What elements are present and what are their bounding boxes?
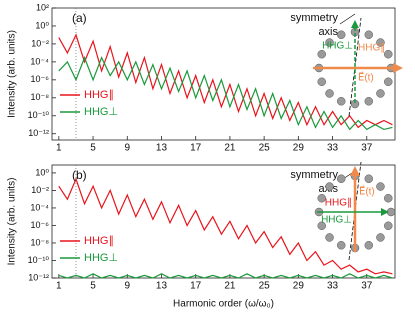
inset-label: HHG⊥ [321, 215, 352, 226]
panel-label: (b) [72, 168, 87, 182]
atom [384, 221, 393, 231]
y-axis-title: Intensity (arb. units) [7, 30, 18, 118]
x-axis-title: Harmonic order (ω/ω₀) [173, 299, 274, 310]
series-line [58, 177, 393, 275]
atom [364, 30, 374, 39]
atom [325, 233, 334, 242]
y-tick-label: 10⁻² [31, 185, 49, 195]
atom [364, 174, 374, 183]
atom [364, 97, 374, 106]
y-tick-label: 10⁻⁶ [31, 220, 50, 230]
x-tick-label: 21 [224, 281, 236, 292]
x-tick-label: 9 [124, 281, 130, 292]
x-tick-label: 25 [259, 281, 271, 292]
atom [325, 182, 334, 191]
y-tick-label: 10⁻⁴ [30, 56, 49, 66]
x-tick-label: 29 [293, 143, 305, 154]
atom [317, 221, 326, 231]
atom [336, 97, 346, 106]
legend-label: HHG⊥ [84, 252, 118, 264]
y-tick-label: 10⁻¹⁰ [28, 110, 50, 120]
y-tick-label: 10⁻⁶ [31, 74, 50, 84]
y-tick-label: 10² [36, 2, 49, 12]
series-line [58, 273, 393, 279]
x-tick-label: 21 [224, 143, 236, 154]
plot-frame [51, 7, 396, 141]
annotation: symmetry [290, 12, 338, 24]
y-tick-label: 10⁻¹⁰ [28, 255, 50, 265]
atom [317, 49, 326, 59]
y-tick-label: 10⁻⁸ [30, 237, 49, 247]
legend-label: HHG⊥ [84, 106, 118, 118]
x-tick-label: 33 [327, 143, 339, 154]
x-tick-label: 5 [90, 143, 96, 154]
x-tick-label: 33 [327, 281, 339, 292]
y-tick-label: 10⁻¹² [28, 128, 49, 138]
atom [336, 241, 346, 250]
series-line [58, 55, 393, 131]
x-tick-label: 1 [56, 143, 62, 154]
atom [325, 89, 334, 98]
y-tick-label: 10⁰ [35, 167, 49, 177]
x-tick-label: 37 [361, 281, 373, 292]
panel-label: (a) [72, 11, 87, 25]
atom [336, 30, 346, 39]
y-tick-label: 10⁻² [31, 38, 49, 48]
x-tick-label: 5 [90, 281, 96, 292]
legend-label: HHG∥ [84, 89, 114, 101]
atom [384, 49, 393, 59]
arrowhead [393, 63, 403, 73]
atom [317, 193, 326, 203]
x-tick-label: 29 [293, 281, 305, 292]
inset-label: HHG⊥ [322, 41, 353, 52]
x-tick-label: 25 [259, 143, 271, 154]
x-tick-label: 13 [156, 281, 168, 292]
atom [384, 77, 393, 87]
y-tick-label: 10⁻⁸ [30, 92, 49, 102]
y-tick-label: 10⁻⁴ [30, 202, 49, 212]
annotation: symmetry [290, 169, 338, 181]
y-tick-label: 10⁰ [35, 20, 49, 30]
atom [384, 193, 393, 203]
series-line [58, 33, 393, 129]
x-tick-label: 9 [124, 143, 130, 154]
inset-label: HHG∥ [358, 43, 385, 54]
x-tick-label: 1 [56, 281, 62, 292]
plot-frame [51, 164, 396, 279]
arrowhead [381, 208, 389, 216]
leader [339, 13, 356, 25]
arrowhead [350, 166, 360, 176]
arrowhead [351, 20, 359, 28]
annotation: axis [318, 26, 338, 38]
atom [376, 182, 385, 191]
atom [364, 241, 374, 250]
atom [376, 38, 385, 47]
atom [376, 89, 385, 98]
atom [325, 38, 334, 47]
y-tick-label: 10⁻¹² [28, 272, 49, 282]
y-axis-title: Intensity (arb. units) [7, 178, 18, 266]
atom [317, 77, 326, 87]
atom [376, 233, 385, 242]
atom [336, 174, 346, 183]
x-tick-label: 13 [156, 143, 168, 154]
x-tick-label: 17 [190, 281, 202, 292]
x-tick-label: 37 [361, 143, 373, 154]
inset-label: HHG∥ [325, 198, 352, 209]
x-tick-label: 17 [190, 143, 202, 154]
inset-label: E⃗(t) [359, 185, 375, 198]
inset-label: E⃗(t) [358, 71, 374, 84]
legend-label: HHG∥ [84, 235, 114, 247]
